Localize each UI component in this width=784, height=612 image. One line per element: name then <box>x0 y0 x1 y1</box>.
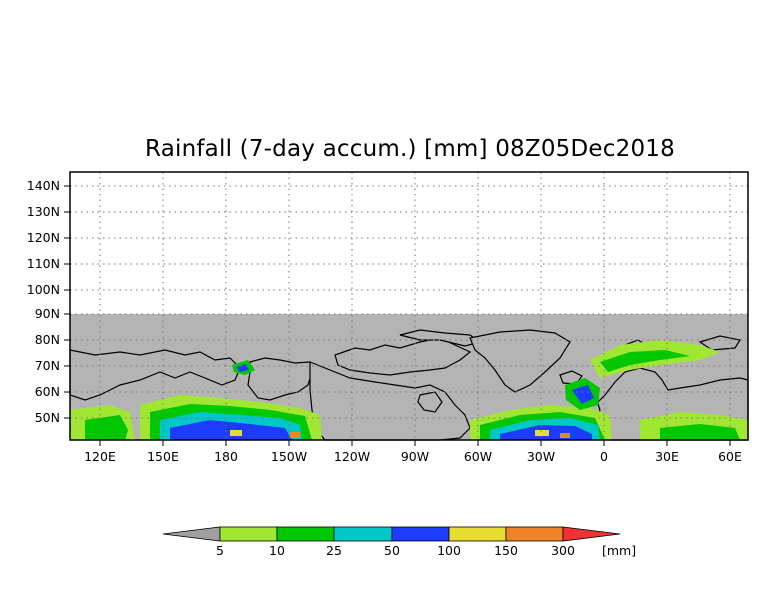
lat-label: 70N <box>34 358 60 373</box>
lon-label: 60E <box>718 449 742 464</box>
lat-label: 90N <box>34 306 60 321</box>
rain-patches <box>70 340 748 440</box>
plot-border <box>69 171 749 441</box>
colorbar <box>162 526 621 542</box>
lon-label: 150E <box>147 449 179 464</box>
lon-label: 120W <box>333 449 371 464</box>
lat-label: 110N <box>26 256 60 271</box>
lat-label: 140N <box>26 178 60 193</box>
colorbar-bin <box>219 526 278 542</box>
map-title: Rainfall (7-day accum.) [mm] 08Z05Dec201… <box>145 136 675 162</box>
colorbar-low-arrow <box>162 526 221 542</box>
lat-label: 80N <box>34 332 60 347</box>
colorbar-label: 100 <box>437 543 461 558</box>
colorbar-bin <box>391 526 450 542</box>
lon-label: 30E <box>655 449 679 464</box>
colorbar-bin <box>505 526 564 542</box>
colorbar-label: 5 <box>216 543 224 558</box>
lat-label: 120N <box>26 230 60 245</box>
lat-label: 100N <box>26 282 60 297</box>
colorbar-label: 25 <box>326 543 342 558</box>
colorbar-high-arrow <box>562 526 621 542</box>
lon-label: 120E <box>84 449 116 464</box>
lat-label: 50N <box>34 410 60 425</box>
colorbar-bin <box>276 526 335 542</box>
colorbar-bin <box>448 526 507 542</box>
lon-label: 180 <box>214 449 238 464</box>
colorbar-label: 300 <box>551 543 575 558</box>
lon-label: 60W <box>463 449 493 464</box>
colorbar-label: 10 <box>269 543 285 558</box>
lon-label: 150W <box>270 449 308 464</box>
tick-marks <box>64 185 731 446</box>
colorbar-unit: [mm] <box>602 543 637 558</box>
lat-label: 130N <box>26 204 60 219</box>
lat-label: 60N <box>34 384 60 399</box>
colorbar-label: 150 <box>494 543 518 558</box>
colorbar-label: 50 <box>384 543 400 558</box>
lon-label: 90W <box>400 449 430 464</box>
lon-label: 0 <box>600 449 608 464</box>
grid-lines <box>70 172 748 440</box>
lon-label: 30W <box>526 449 556 464</box>
land-masses <box>69 329 749 441</box>
colorbar-bin <box>333 526 393 542</box>
